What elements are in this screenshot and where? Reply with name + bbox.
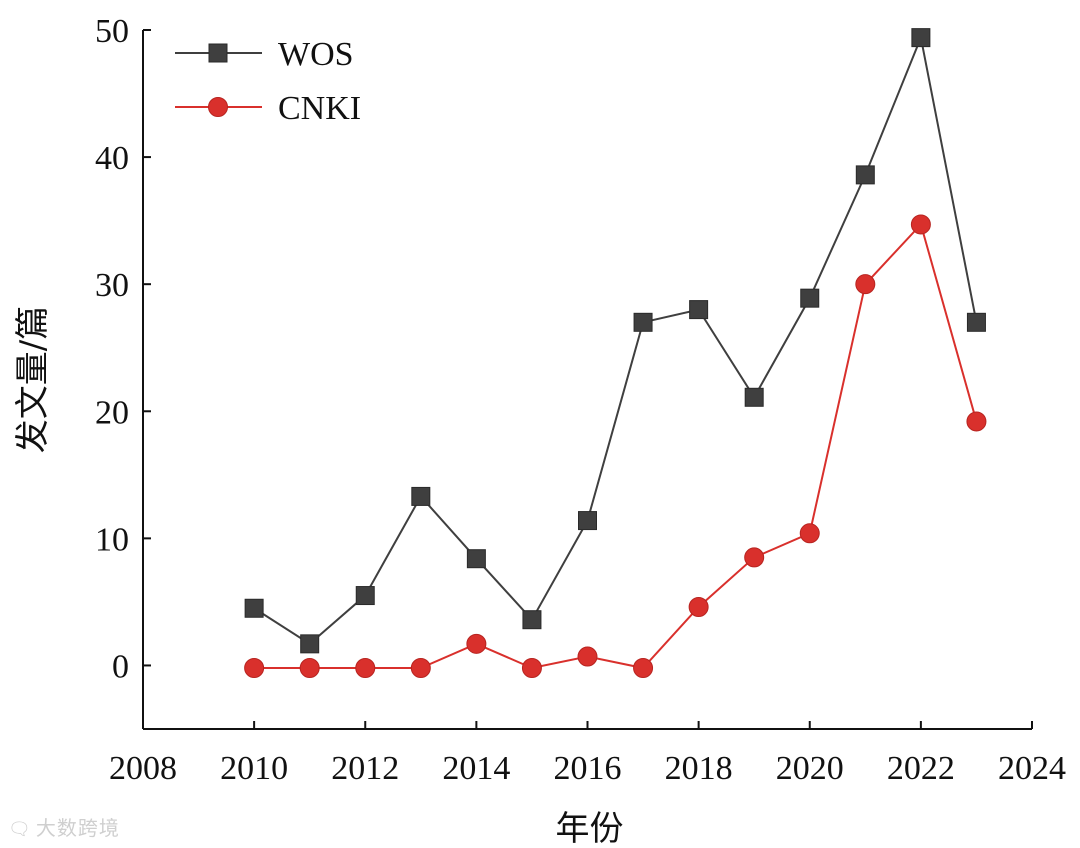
data-point [355, 657, 376, 678]
data-point [522, 610, 542, 630]
data-point [689, 300, 709, 320]
data-point [911, 28, 931, 48]
data-point [855, 274, 876, 295]
x-tick-label: 2016 [554, 750, 622, 787]
x-tick-label: 2024 [998, 750, 1066, 787]
watermark-text: 大数跨境 [35, 816, 120, 840]
x-tick-label: 2012 [331, 750, 399, 787]
data-point [299, 657, 320, 678]
data-point [688, 596, 709, 617]
data-point [910, 214, 931, 235]
data-point [577, 646, 598, 667]
data-point [966, 312, 986, 332]
legend-label: WOS [278, 36, 354, 73]
x-tick-label: 2022 [887, 750, 955, 787]
series-cnki [244, 214, 987, 678]
data-point [355, 586, 375, 606]
data-point [744, 547, 765, 568]
y-tick-label: 50 [95, 13, 129, 50]
data-point [633, 312, 653, 332]
y-tick-label: 40 [95, 140, 129, 177]
data-point [466, 549, 486, 569]
x-tick-label: 2010 [220, 750, 288, 787]
data-point [633, 657, 654, 678]
data-point [855, 165, 875, 185]
data-point [466, 633, 487, 654]
brand-logo-icon: 🗨 [8, 819, 32, 840]
data-point [744, 387, 764, 407]
legend-marker [208, 97, 228, 117]
data-point [799, 523, 820, 544]
y-tick-label: 0 [112, 648, 129, 685]
y-axis-title: 发文量/篇 [13, 306, 53, 453]
x-tick-label: 2008 [109, 750, 177, 787]
y-tick-label: 10 [95, 521, 129, 558]
data-point [410, 657, 431, 678]
x-tick-label: 2014 [442, 750, 510, 787]
data-point [521, 657, 542, 678]
data-point [244, 657, 265, 678]
axes: 0 10 20 30 40 50 2008 2010 2012 2014 2016 2018 2020 2… [95, 13, 1066, 787]
legend: WOS CNKI [175, 36, 361, 127]
series-layer [244, 28, 987, 678]
data-point [800, 288, 820, 308]
data-point [300, 634, 320, 654]
legend-marker [208, 43, 228, 63]
series-line [253, 34, 978, 646]
x-axis-title: 年份 [556, 809, 624, 848]
x-tick-label: 2020 [776, 750, 844, 787]
y-tick-label: 20 [95, 394, 129, 431]
data-point [578, 511, 597, 531]
data-point [244, 598, 264, 618]
legend-item-cnki: CNKI [175, 90, 361, 127]
y-tick-label: 30 [95, 267, 129, 304]
legend-item-wos: WOS [175, 36, 354, 73]
legend-label: CNKI [278, 90, 361, 127]
watermark: 🗨 大数跨境 [8, 812, 120, 841]
series-wos [244, 28, 986, 654]
x-tick-label: 2018 [665, 750, 733, 787]
data-point [411, 486, 431, 506]
data-point [966, 411, 987, 432]
